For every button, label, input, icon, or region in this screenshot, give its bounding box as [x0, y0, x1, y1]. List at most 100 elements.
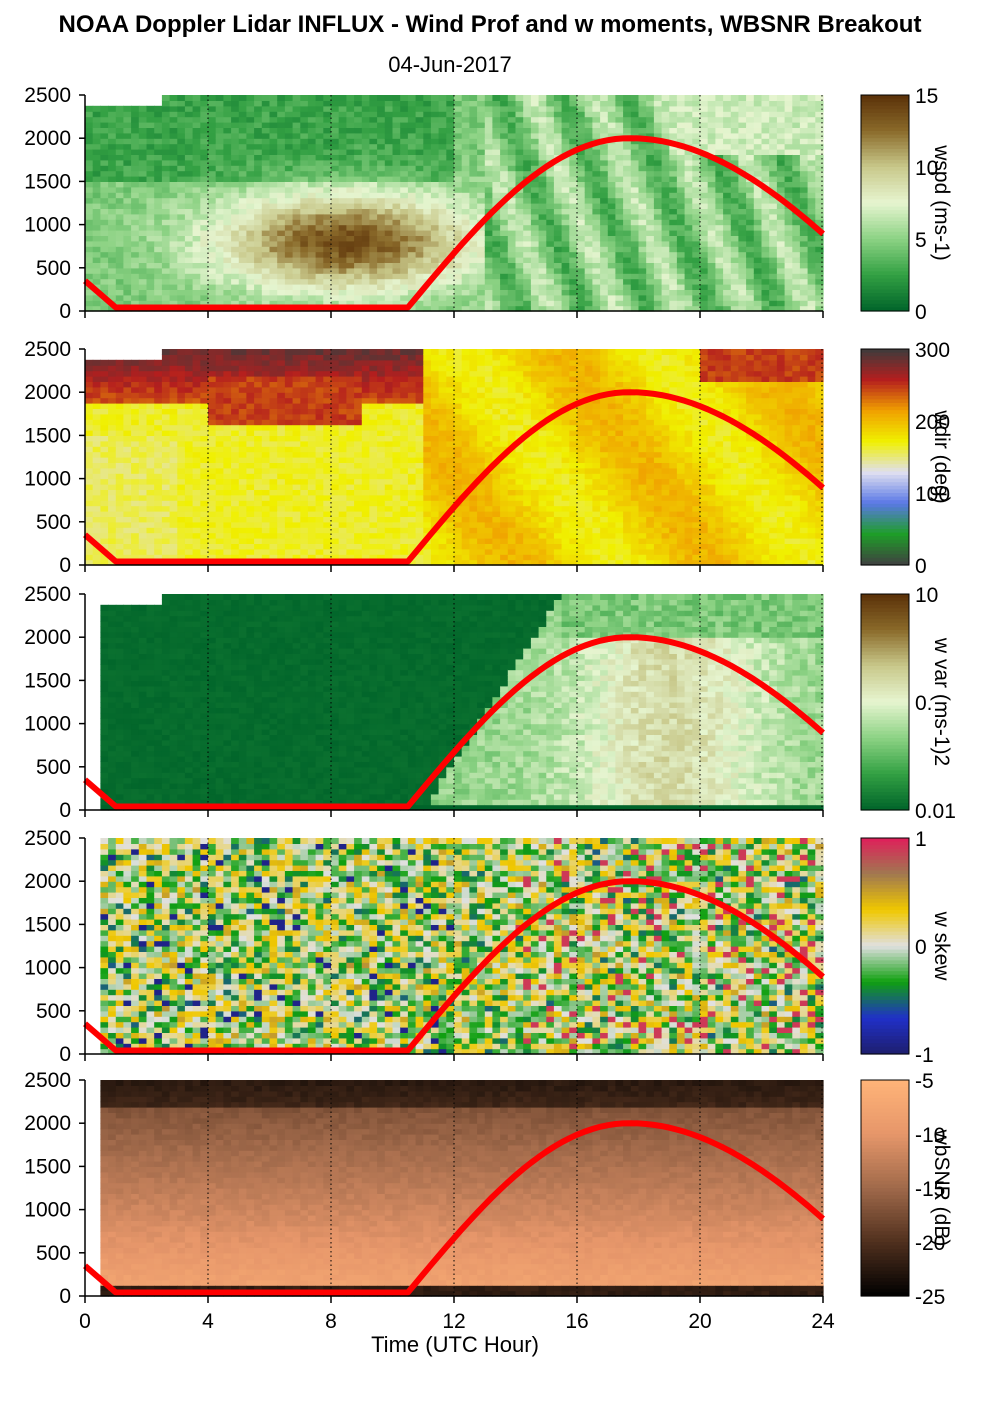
heatmap-cell — [800, 149, 808, 155]
heatmap-cell — [777, 273, 785, 279]
heatmap-cell — [439, 160, 447, 166]
heatmap-cell — [792, 246, 800, 252]
heatmap-cell — [631, 230, 639, 236]
heatmap-cell — [193, 495, 201, 501]
heatmap-cell — [769, 181, 777, 187]
heatmap-cell — [662, 268, 670, 274]
heatmap-cell — [162, 538, 170, 544]
heatmap-cell — [462, 106, 470, 112]
heatmap-cell — [723, 225, 731, 231]
heatmap-cell — [485, 300, 493, 306]
heatmap-cell — [246, 262, 254, 268]
heatmap-cell — [239, 365, 247, 371]
colorbar-step — [861, 228, 909, 232]
heatmap-cell — [354, 219, 362, 225]
heatmap-cell — [216, 154, 224, 160]
heatmap-cell — [170, 538, 178, 544]
heatmap-cell — [416, 181, 424, 187]
heatmap-cell — [208, 457, 216, 463]
heatmap-cell — [231, 122, 239, 128]
heatmap-cell — [485, 198, 493, 204]
heatmap-cell — [669, 279, 677, 285]
heatmap-cell — [162, 441, 170, 447]
colorbar-step — [861, 217, 909, 221]
heatmap-cell — [469, 111, 477, 117]
heatmap-cell — [539, 279, 547, 285]
heatmap-cell — [285, 95, 293, 101]
heatmap-cell — [669, 106, 677, 112]
heatmap-cell — [400, 160, 408, 166]
heatmap-cell — [700, 300, 708, 306]
heatmap-cell — [393, 203, 401, 209]
heatmap-cell — [393, 230, 401, 236]
heatmap-cell — [623, 181, 631, 187]
heatmap-cell — [800, 165, 808, 171]
heatmap-cell — [254, 414, 262, 420]
heatmap-cell — [246, 149, 254, 155]
heatmap-cell — [216, 273, 224, 279]
heatmap-cell — [300, 219, 308, 225]
heatmap-cell — [108, 181, 116, 187]
heatmap-cell — [285, 235, 293, 241]
heatmap-cell — [277, 457, 285, 463]
heatmap-cell — [123, 171, 131, 177]
heatmap-cell — [254, 214, 262, 220]
heatmap-cell — [246, 506, 254, 512]
heatmap-cell — [270, 111, 278, 117]
heatmap-cell — [715, 192, 723, 198]
heatmap-cell — [223, 252, 231, 258]
heatmap-cell — [100, 171, 108, 177]
heatmap-cell — [200, 279, 208, 285]
heatmap-cell — [223, 430, 231, 436]
heatmap-cell — [592, 284, 600, 290]
heatmap-cell — [708, 230, 716, 236]
heatmap-cell — [685, 111, 693, 117]
heatmap-cell — [285, 425, 293, 431]
heatmap-cell — [677, 295, 685, 301]
heatmap-cell — [85, 516, 93, 522]
heatmap-cell — [754, 219, 762, 225]
heatmap-cell — [100, 516, 108, 522]
heatmap-cell — [615, 154, 623, 160]
heatmap-cell — [692, 203, 700, 209]
heatmap-cell — [800, 230, 808, 236]
heatmap-cell — [323, 241, 331, 247]
heatmap-cell — [669, 289, 677, 295]
heatmap-cell — [408, 235, 416, 241]
heatmap-cell — [185, 230, 193, 236]
colorbar-step — [861, 138, 909, 142]
heatmap-cell — [416, 208, 424, 214]
heatmap-cell — [546, 262, 554, 268]
heatmap-cell — [208, 349, 216, 355]
heatmap-cell — [615, 262, 623, 268]
heatmap-cell — [531, 225, 539, 231]
heatmap-cell — [85, 527, 93, 533]
heatmap-cell — [400, 111, 408, 117]
heatmap-cell — [662, 149, 670, 155]
heatmap-cell — [262, 198, 270, 204]
heatmap-cell — [592, 246, 600, 252]
heatmap-cell — [239, 489, 247, 495]
heatmap-cell — [170, 446, 178, 452]
heatmap-cell — [277, 398, 285, 404]
heatmap-cell — [147, 479, 155, 485]
heatmap-cell — [592, 252, 600, 258]
heatmap-cell — [239, 527, 247, 533]
heatmap-cell — [762, 268, 770, 274]
heatmap-cell — [416, 230, 424, 236]
heatmap-cell — [200, 468, 208, 474]
heatmap-cell — [131, 268, 139, 274]
heatmap-cell — [208, 468, 216, 474]
heatmap-cell — [677, 230, 685, 236]
heatmap-cell — [139, 522, 147, 528]
heatmap-cell — [223, 425, 231, 431]
heatmap-cell — [723, 198, 731, 204]
heatmap-cell — [416, 198, 424, 204]
heatmap-cell — [469, 127, 477, 133]
heatmap-cell — [293, 187, 301, 193]
heatmap-cell — [262, 262, 270, 268]
heatmap-cell — [223, 133, 231, 139]
heatmap-cell — [715, 268, 723, 274]
heatmap-cell — [654, 176, 662, 182]
heatmap-cell — [339, 144, 347, 150]
